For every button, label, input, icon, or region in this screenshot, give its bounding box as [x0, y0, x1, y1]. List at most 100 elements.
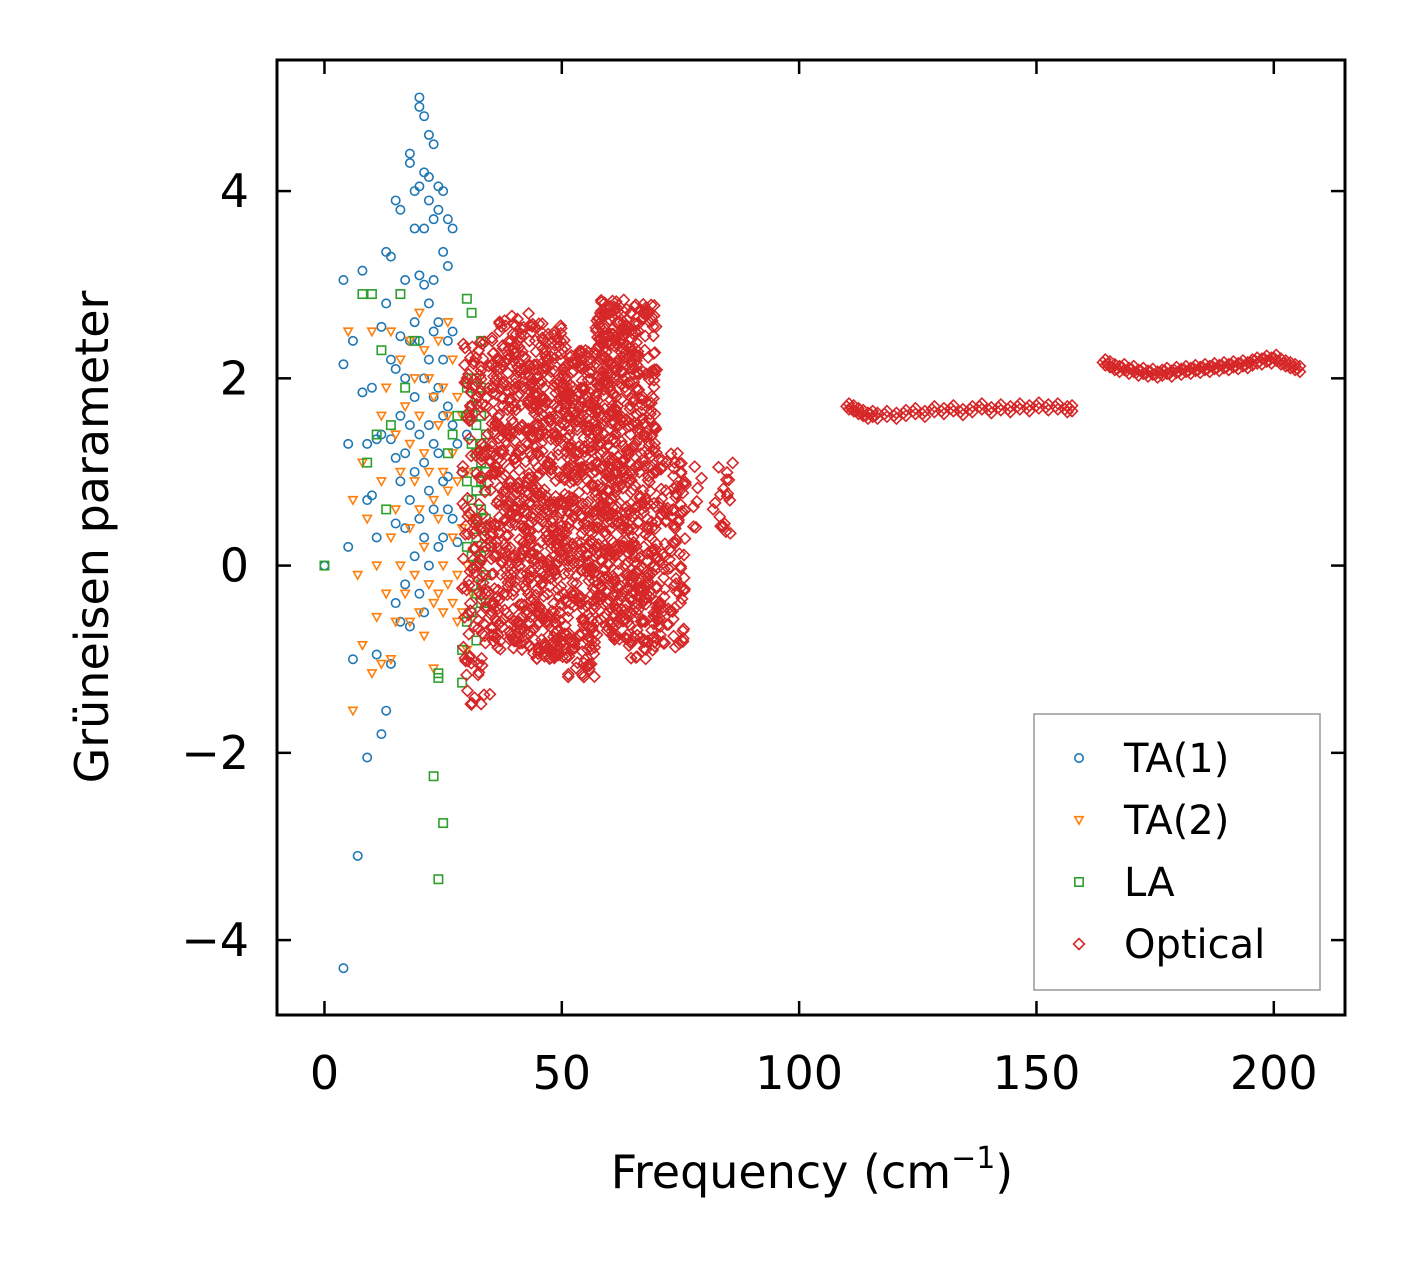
data-point	[512, 625, 526, 639]
legend-marker	[1072, 937, 1086, 951]
data-point	[646, 320, 660, 334]
data-point	[521, 626, 535, 640]
data-point	[399, 589, 411, 600]
data-point	[569, 576, 583, 591]
data-point	[669, 533, 683, 547]
data-point	[494, 567, 508, 582]
data-point	[513, 636, 527, 650]
data-point	[629, 298, 643, 312]
data-point	[717, 517, 732, 531]
data-point	[626, 567, 641, 581]
data-point	[438, 246, 449, 257]
data-point	[517, 520, 531, 534]
data-point	[512, 532, 527, 547]
data-point	[532, 572, 546, 586]
data-point	[539, 343, 553, 357]
data-point	[591, 456, 605, 470]
data-point	[362, 438, 373, 449]
data-point	[470, 515, 484, 529]
data-point	[522, 334, 537, 348]
data-point	[343, 438, 354, 449]
data-point	[527, 553, 541, 568]
data-point	[565, 365, 579, 379]
data-point	[669, 577, 683, 591]
data-point	[623, 505, 637, 520]
data-point	[357, 289, 368, 300]
data-point	[547, 564, 561, 579]
data-point	[475, 337, 490, 351]
data-point	[477, 688, 491, 702]
data-point	[477, 617, 491, 631]
data-point	[502, 461, 517, 476]
data-point	[500, 378, 514, 392]
data-point	[525, 319, 539, 333]
legend-item: TA(2)	[1073, 798, 1229, 844]
data-point	[602, 354, 616, 368]
data-point	[433, 448, 444, 459]
data-point	[659, 455, 674, 469]
data-point	[503, 540, 517, 555]
data-point	[640, 512, 654, 526]
data-point	[558, 592, 572, 606]
data-point	[385, 354, 396, 365]
data-point	[562, 409, 576, 424]
data-point	[677, 571, 691, 585]
data-point	[661, 562, 675, 576]
data-point	[918, 404, 932, 418]
data-point	[442, 580, 454, 591]
data-point	[414, 181, 425, 192]
data-point	[538, 395, 552, 409]
data-point	[614, 392, 628, 406]
data-point	[489, 387, 503, 401]
data-point	[597, 362, 611, 376]
data-point	[624, 496, 638, 511]
data-point	[568, 592, 582, 606]
data-point	[463, 596, 477, 611]
data-point	[438, 476, 449, 487]
data-point	[428, 139, 439, 150]
data-point	[561, 667, 575, 681]
data-point	[572, 385, 586, 399]
data-point	[642, 475, 657, 489]
data-point	[362, 457, 373, 468]
data-point	[568, 468, 582, 482]
data-point	[534, 535, 548, 549]
data-point	[451, 570, 463, 581]
data-point	[574, 345, 588, 359]
data-point	[657, 562, 671, 576]
data-point	[579, 419, 593, 433]
data-point	[1065, 398, 1079, 413]
data-point	[589, 356, 603, 370]
data-point	[528, 320, 542, 334]
data-point	[535, 424, 549, 438]
y-tick-label: 4	[220, 164, 249, 218]
data-point	[510, 481, 524, 495]
data-point	[512, 615, 526, 629]
data-point	[338, 275, 349, 286]
data-point	[918, 410, 932, 424]
data-point	[575, 644, 589, 659]
data-point	[442, 448, 453, 459]
data-point	[609, 390, 623, 404]
data-point	[626, 439, 640, 453]
data-point	[642, 315, 656, 329]
data-point	[515, 636, 529, 650]
data-point	[463, 649, 477, 663]
data-point	[376, 729, 387, 740]
data-point	[414, 92, 425, 103]
data-point	[509, 318, 523, 333]
data-point	[385, 655, 397, 666]
data-point	[575, 395, 589, 409]
data-point	[550, 336, 565, 350]
data-point	[635, 615, 650, 629]
data-point	[400, 275, 411, 286]
data-point	[535, 576, 549, 590]
data-point	[338, 359, 349, 370]
data-point	[447, 420, 458, 431]
data-point	[458, 341, 472, 355]
data-point	[720, 465, 734, 480]
data-point	[536, 589, 551, 603]
data-point	[544, 536, 558, 550]
data-point	[582, 568, 596, 582]
data-point	[667, 629, 681, 643]
